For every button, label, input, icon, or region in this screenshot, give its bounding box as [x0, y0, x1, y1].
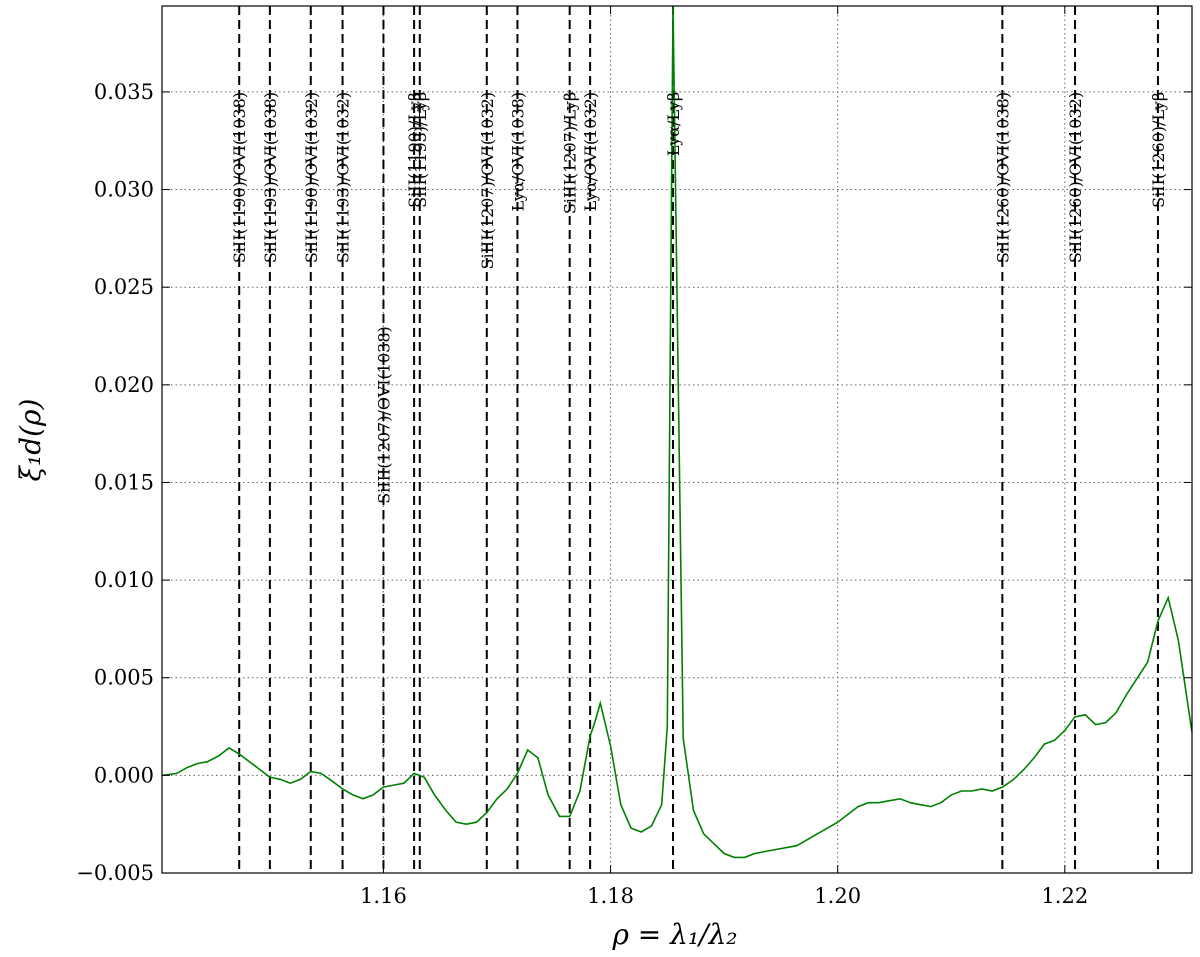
y-tick-label: 0.020 [94, 373, 154, 397]
reference-line-label: Lyα/OVI(1038) [508, 92, 527, 211]
y-tick-label: 0.030 [94, 178, 154, 202]
x-axis-label: ρ = λ₁/λ₂ [611, 918, 737, 951]
reference-lines [238, 6, 1159, 873]
y-tick-label: −0.005 [76, 861, 154, 885]
reference-line-label: SiII(1190)/OVI(1038) [230, 92, 249, 263]
reference-line-label: SiII(1193)/OVI(1032) [334, 92, 353, 263]
ticks: 1.16 1.18 1.20 1.22 −0.005 0.000 0.005 0.010 0.0… [76, 6, 1192, 908]
reference-line-label: SiII(1193)/Lyβ [411, 92, 430, 208]
x-tick-label: 1.22 [1041, 884, 1088, 908]
reference-line-label: SiII(1260)/OVI(1032) [1066, 92, 1085, 263]
y-tick-label: 0.005 [94, 666, 154, 690]
y-tick-label: 0.000 [94, 763, 154, 787]
reference-line-label: SiII(1260)/OVI(1038) [993, 92, 1012, 263]
plot-frame [161, 5, 1193, 874]
x-tick-label: 1.18 [587, 884, 634, 908]
reference-line-label: SiIII(1207)/OVI(1038) [374, 326, 393, 504]
reference-line-labels: SiII(1190)/OVI(1038) SiII(1193)/OVI(1038)… [230, 92, 1168, 504]
reference-line-label: SiII(1190)/Lyβ [405, 92, 424, 208]
x-tick-label: 1.20 [814, 884, 861, 908]
reference-line-label: SiIII(1207)/OVI(1032) [478, 92, 497, 270]
reference-line-label: SiII(1193)/OVI(1038) [261, 92, 280, 263]
series-line [161, 5, 1193, 859]
y-axis-label: ξ₁d(ρ) [14, 399, 47, 482]
y-tick-label: 0.015 [94, 470, 154, 494]
y-tick-label: 0.025 [94, 275, 154, 299]
reference-line-label: Lyα/Lyβ [664, 92, 683, 156]
x-tick-label: 1.16 [360, 884, 407, 908]
reference-line-label: SiII(1260)/Lyβ [1149, 92, 1168, 208]
reference-line-label: SiIII(1207)/Lyβ [561, 92, 580, 214]
y-tick-label: 0.010 [94, 568, 154, 592]
reference-line-label: SiII(1190)/OVI(1032) [302, 92, 321, 263]
y-tick-label: 0.035 [94, 80, 154, 104]
reference-line-label: Lyα/OVI(1032) [581, 92, 600, 211]
